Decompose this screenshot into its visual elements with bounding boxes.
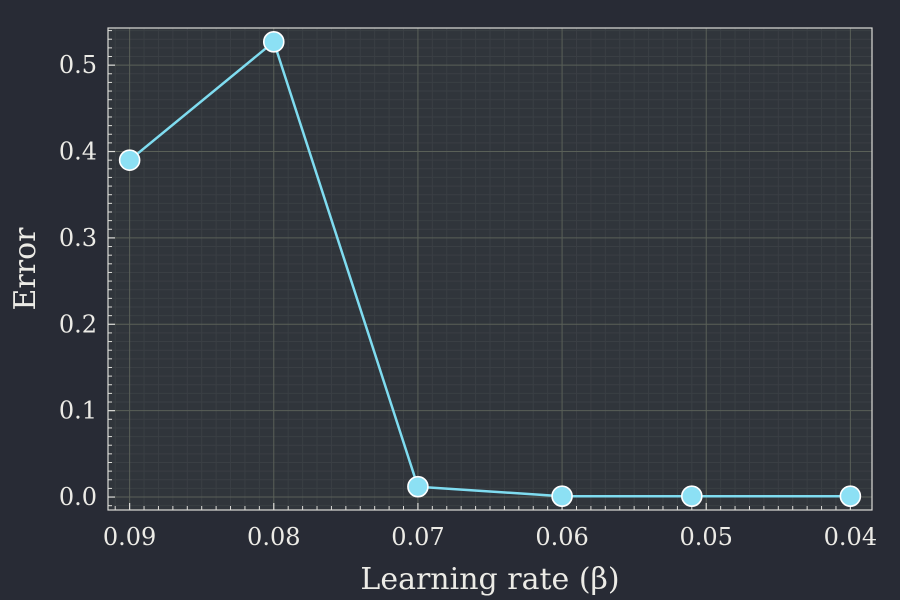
y-tick-label: 0.4: [59, 138, 97, 166]
x-axis-tick-labels: 0.09 0.08 0.07 0.06 0.05 0.04: [103, 523, 877, 551]
y-tick-label: 0.3: [59, 224, 97, 252]
x-axis-title: Learning rate (β): [360, 562, 619, 597]
data-point: [839, 485, 862, 507]
data-point: [118, 149, 141, 171]
data-point: [681, 485, 703, 507]
y-tick-label: 0.2: [59, 310, 97, 338]
series-line: [128, 40, 851, 498]
data-point: [262, 31, 285, 53]
minor-grid: [108, 28, 872, 510]
x-tick-label: 0.06: [535, 523, 588, 551]
x-tick-label: 0.08: [247, 523, 300, 551]
y-axis-tick-labels: 0.0 0.1 0.2 0.3 0.4 0.5: [59, 51, 97, 511]
series-markers: [118, 31, 862, 507]
y-tick-label: 0.5: [59, 51, 97, 79]
x-tick-label: 0.07: [391, 523, 444, 551]
data-point: [407, 475, 429, 498]
y-axis-title: Error: [8, 227, 43, 311]
x-tick-label: 0.09: [103, 523, 156, 551]
data-point: [551, 485, 573, 507]
x-tick-label: 0.04: [824, 523, 877, 551]
x-tick-label: 0.05: [680, 523, 733, 551]
y-tick-label: 0.1: [59, 397, 97, 425]
y-tick-label: 0.0: [59, 483, 97, 511]
